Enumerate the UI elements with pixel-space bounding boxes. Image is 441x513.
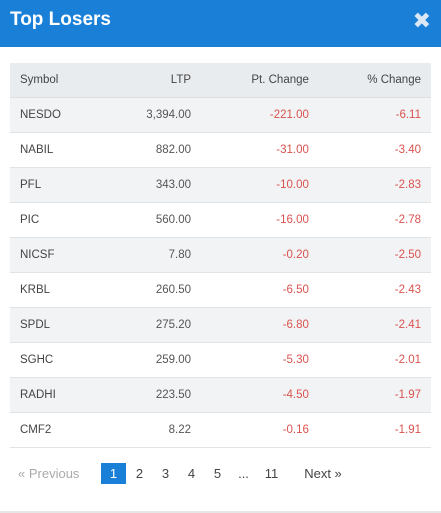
ltp-cell: 8.22 — [102, 412, 202, 448]
table-row[interactable]: NABIL 882.00 -31.00 -3.40 — [10, 132, 431, 168]
pt-change-cell: -4.50 — [201, 377, 319, 413]
symbol-cell: NESDO — [10, 97, 103, 133]
ltp-cell: 343.00 — [102, 167, 202, 203]
ltp-cell: 560.00 — [102, 202, 202, 238]
ltp-cell: 7.80 — [102, 237, 202, 273]
pt-change-cell: -221.00 — [201, 97, 319, 133]
pt-change-cell: -10.00 — [201, 167, 319, 203]
losers-table: Symbol LTP Pt. Change % Change NESDO 3,3… — [10, 63, 431, 448]
close-icon[interactable]: ✖ — [412, 8, 431, 33]
symbol-cell: CMF2 — [10, 412, 103, 448]
pt-change-cell: -0.20 — [201, 237, 319, 273]
table-row[interactable]: NESDO 3,394.00 -221.00 -6.11 — [10, 97, 431, 133]
pct-change-cell: -2.50 — [318, 237, 431, 273]
ltp-cell: 260.50 — [102, 272, 202, 308]
ltp-cell: 259.00 — [102, 342, 202, 378]
losers-table-container: Symbol LTP Pt. Change % Change NESDO 3,3… — [10, 63, 431, 448]
pct-change-cell: -2.01 — [318, 342, 431, 378]
pt-change-cell: -6.50 — [201, 272, 319, 308]
symbol-cell: SGHC — [10, 342, 103, 378]
symbol-cell: KRBL — [10, 272, 103, 308]
page-button-4[interactable]: 4 — [187, 465, 196, 481]
table-row[interactable]: PIC 560.00 -16.00 -2.78 — [10, 202, 431, 238]
symbol-cell: NICSF — [10, 237, 103, 273]
table-header-row: Symbol LTP Pt. Change % Change — [10, 63, 431, 98]
table-row[interactable]: CMF2 8.22 -0.16 -1.91 — [10, 412, 431, 448]
modal-header: Top Losers ✖ — [0, 0, 441, 47]
table-row[interactable]: PFL 343.00 -10.00 -2.83 — [10, 167, 431, 203]
pt-change-cell: -5.30 — [201, 342, 319, 378]
divider — [0, 511, 441, 513]
pct-change-cell: -2.43 — [318, 272, 431, 308]
table-row[interactable]: KRBL 260.50 -6.50 -2.43 — [10, 272, 431, 308]
column-header-ltp[interactable]: LTP — [102, 63, 202, 98]
symbol-cell: PFL — [10, 167, 103, 203]
pt-change-cell: -16.00 — [201, 202, 319, 238]
symbol-cell: RADHI — [10, 377, 103, 413]
page-button-2[interactable]: 2 — [135, 465, 144, 481]
table-row[interactable]: NICSF 7.80 -0.20 -2.50 — [10, 237, 431, 273]
column-header-symbol[interactable]: Symbol — [10, 63, 103, 98]
pagination: « Previous 1 2 3 4 5 ... 11 Next » — [14, 462, 350, 484]
previous-page-button[interactable]: « Previous — [18, 465, 80, 481]
next-page-button[interactable]: Next » — [304, 465, 342, 481]
column-header-pct-change[interactable]: % Change — [318, 63, 431, 98]
page-button-5[interactable]: 5 — [213, 465, 222, 481]
pct-change-cell: -2.78 — [318, 202, 431, 238]
ltp-cell: 3,394.00 — [102, 97, 202, 133]
table-row[interactable]: RADHI 223.50 -4.50 -1.97 — [10, 377, 431, 413]
table-row[interactable]: SPDL 275.20 -6.80 -2.41 — [10, 307, 431, 343]
symbol-cell: SPDL — [10, 307, 103, 343]
ltp-cell: 882.00 — [102, 132, 202, 168]
pct-change-cell: -2.41 — [318, 307, 431, 343]
pct-change-cell: -6.11 — [318, 97, 431, 133]
pct-change-cell: -1.91 — [318, 412, 431, 448]
pct-change-cell: -3.40 — [318, 132, 431, 168]
pct-change-cell: -2.83 — [318, 167, 431, 203]
page-button-11[interactable]: 11 — [264, 465, 279, 481]
pct-change-cell: -1.97 — [318, 377, 431, 413]
pt-change-cell: -31.00 — [201, 132, 319, 168]
ltp-cell: 275.20 — [102, 307, 202, 343]
column-header-pt-change[interactable]: Pt. Change — [201, 63, 319, 98]
modal-title: Top Losers — [10, 9, 111, 30]
ltp-cell: 223.50 — [102, 377, 202, 413]
page-button-1[interactable]: 1 — [101, 462, 126, 484]
pagination-ellipsis: ... — [238, 465, 249, 481]
pt-change-cell: -6.80 — [201, 307, 319, 343]
symbol-cell: PIC — [10, 202, 103, 238]
pt-change-cell: -0.16 — [201, 412, 319, 448]
symbol-cell: NABIL — [10, 132, 103, 168]
table-row[interactable]: SGHC 259.00 -5.30 -2.01 — [10, 342, 431, 378]
page-button-3[interactable]: 3 — [161, 465, 170, 481]
